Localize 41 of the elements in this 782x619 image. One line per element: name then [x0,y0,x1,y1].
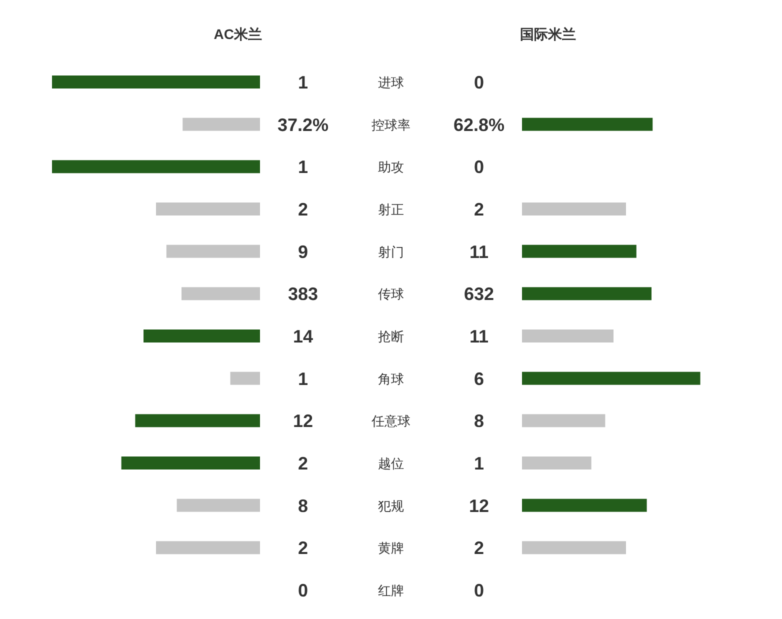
data-label: 1 [298,157,308,178]
data-label: 0 [474,157,484,178]
data-label: 2 [298,538,308,558]
data-label: 37.2% [277,114,329,135]
data-label: 9 [298,242,308,262]
category-label: 黄牌 [378,540,404,556]
category-label: 传球 [378,286,404,302]
category-label: 射门 [378,244,404,260]
category-label: 角球 [378,371,404,386]
data-label: 8 [298,496,308,516]
data-label: 14 [292,326,314,346]
data-label: 0 [298,580,308,600]
category-label: 助攻 [378,160,404,175]
category-label: 射正 [378,202,404,217]
category-label: 进球 [378,75,404,90]
data-label: 11 [469,242,489,262]
data-label: 2 [298,454,308,474]
category-label: 犯规 [378,498,404,514]
data-label: 12 [292,411,314,432]
data-label: 8 [474,411,484,432]
category-label: 越位 [378,456,404,471]
data-label: 0 [474,72,484,92]
data-label: 1 [298,72,308,92]
category-label: 红牌 [378,583,404,598]
data-label: 2 [298,200,308,220]
data-label: 383 [288,284,318,304]
data-label: 2 [474,200,484,220]
text: AC米兰 [214,26,262,42]
category-label: 任意球 [370,414,410,429]
data-label: 12 [468,496,490,516]
data-label: 632 [464,284,494,304]
category-label: 抢断 [378,329,404,344]
data-label: 6 [474,368,484,389]
category-label: 控球率 [372,117,410,132]
data-label: 62.8% [453,114,505,135]
data-label: 2 [474,538,484,558]
data-label: 1 [474,454,484,474]
text: 国际米兰 [520,26,576,42]
data-label: 1 [298,368,308,389]
data-label: 0 [474,580,484,600]
data-label: 11 [469,326,489,346]
